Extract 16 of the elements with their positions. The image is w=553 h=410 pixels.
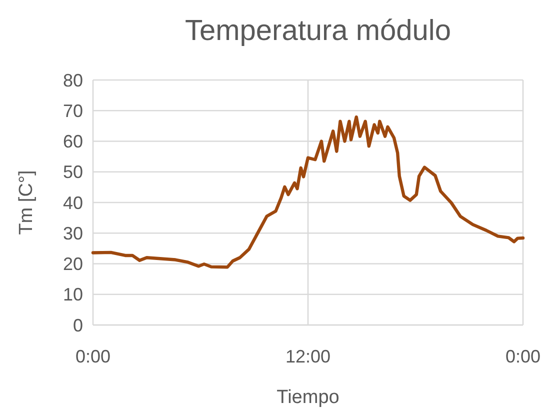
y-tick-label: 20 xyxy=(62,254,83,274)
y-tick-label: 30 xyxy=(62,223,83,244)
x-tick-label: 0:00 xyxy=(505,346,541,366)
line-series xyxy=(91,115,525,269)
y-tick-label: 70 xyxy=(62,100,83,121)
y-axis-title: Tm [C°] xyxy=(16,170,37,235)
x-axis-title: Tiempo xyxy=(276,387,340,408)
y-tick-label: 40 xyxy=(62,192,83,213)
y-tick-label: 50 xyxy=(62,162,83,182)
x-tick-label: 12:00 xyxy=(285,346,331,366)
y-tick-label: 80 xyxy=(62,70,83,90)
chart-title: Temperatura módulo xyxy=(185,15,451,47)
y-tick-label: 0 xyxy=(72,315,83,336)
y-tick-label: 60 xyxy=(62,132,83,152)
y-tick-label: 10 xyxy=(62,284,83,305)
x-tick-label: 0:00 xyxy=(75,346,111,366)
